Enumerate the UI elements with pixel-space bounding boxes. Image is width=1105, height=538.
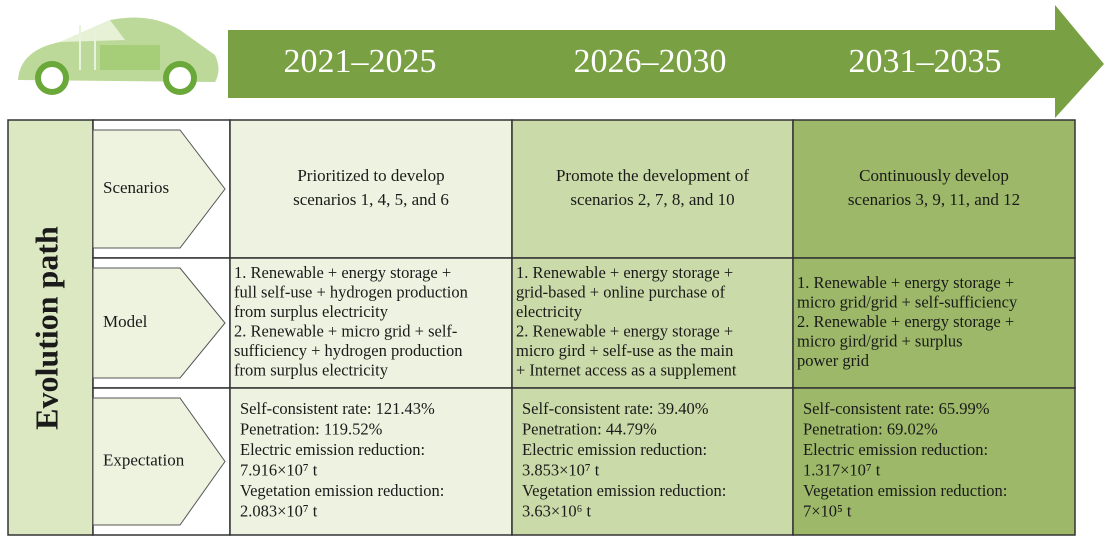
cell-line: 2. Renewable + energy storage + (516, 322, 733, 341)
cell-line: Electric emission reduction: (240, 440, 425, 459)
period-label: 2031–2035 (849, 43, 1002, 80)
cell-line: electricity (516, 302, 583, 321)
cell-line: micro gird + self-use as the main (516, 341, 733, 360)
cell-line: Electric emission reduction: (803, 440, 988, 459)
cell-line: sufficiency + hydrogen production (234, 341, 463, 360)
cell-line: 7×10⁵ t (803, 502, 852, 521)
cell-line: scenarios 2, 7, 8, and 10 (570, 190, 734, 209)
row-label: Expectation (103, 450, 185, 469)
car-panel (100, 45, 160, 70)
cell-line: Continuously develop (859, 166, 1009, 185)
cell-line: Penetration: 44.79% (522, 420, 657, 439)
cell-line: power grid (797, 351, 870, 370)
cell-line: 3.853×10⁷ t (522, 461, 600, 480)
period-label: 2021–2025 (284, 43, 437, 80)
cell-line: Penetration: 119.52% (240, 420, 383, 439)
cell-line: 7.916×10⁷ t (240, 461, 318, 480)
cell-line: 1.317×10⁷ t (803, 461, 881, 480)
cell-line: from surplus electricity (234, 361, 389, 380)
cell-line: 1. Renewable + energy storage + (516, 263, 733, 282)
wheel (166, 64, 194, 92)
page: Evolution path Scenarios Prioritized to d… (0, 0, 1105, 538)
cell-line: 3.63×10⁶ t (522, 502, 592, 521)
car-icon (18, 18, 219, 92)
cell-line: Vegetation emission reduction: (803, 481, 1007, 500)
cell-line: Vegetation emission reduction: (240, 481, 444, 500)
cell-line: 2.083×10⁷ t (240, 502, 318, 521)
cell-line: 1. Renewable + energy storage + (797, 273, 1014, 292)
cell-line: scenarios 3, 9, 11, and 12 (848, 190, 1020, 209)
cell-line: + Internet access as a supplement (516, 361, 737, 380)
cell-line: full self-use + hydrogen production (234, 283, 468, 302)
cell-line: Electric emission reduction: (522, 440, 707, 459)
row-label: Scenarios (103, 178, 169, 197)
wheel (38, 64, 66, 92)
cell-line: micro gird/grid + surplus (797, 331, 963, 350)
cell-line: 1. Renewable + energy storage + (234, 263, 451, 282)
cell-line: 2. Renewable + energy storage + (797, 312, 1014, 331)
row-label: Model (103, 312, 148, 331)
table: Scenarios Prioritized to develop scenarios… (93, 120, 1075, 535)
cell-line: Vegetation emission reduction: (522, 481, 726, 500)
cell-line: Penetration: 69.02% (803, 420, 938, 439)
diagram: Evolution path Scenarios Prioritized to d… (0, 0, 1105, 538)
period-label: 2026–2030 (574, 43, 727, 80)
cell-line: Self-consistent rate: 121.43% (240, 399, 435, 418)
cell-line: scenarios 1, 4, 5, and 6 (293, 190, 449, 209)
cell-line: 2. Renewable + micro grid + self- (234, 322, 457, 341)
cell-line: from surplus electricity (234, 302, 389, 321)
side-label: Evolution path (28, 226, 64, 430)
cell-line: micro grid/grid + self-sufficiency (797, 292, 1018, 311)
cell-line: Prioritized to develop (297, 166, 444, 185)
cell-line: Promote the development of (556, 166, 749, 185)
cell-line: grid-based + online purchase of (516, 283, 726, 302)
cell-line: Self-consistent rate: 65.99% (803, 399, 990, 418)
cell-line: Self-consistent rate: 39.40% (522, 399, 709, 418)
